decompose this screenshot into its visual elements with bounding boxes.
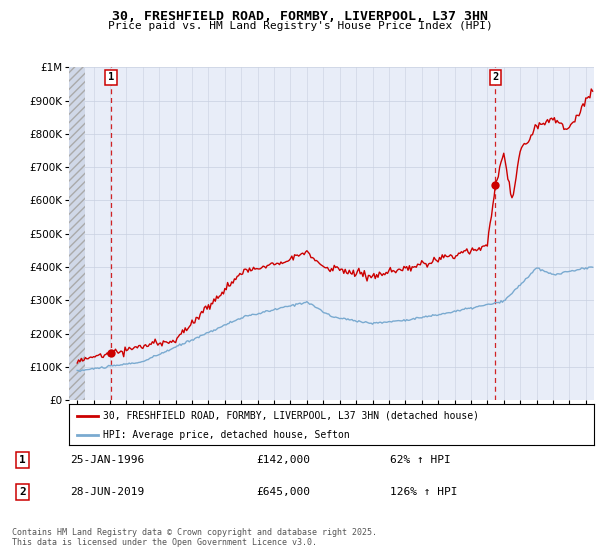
Bar (69, 67, 85, 400)
Text: Price paid vs. HM Land Registry's House Price Index (HPI): Price paid vs. HM Land Registry's House … (107, 21, 493, 31)
Text: 2: 2 (19, 487, 26, 497)
Text: HPI: Average price, detached house, Sefton: HPI: Average price, detached house, Seft… (103, 431, 350, 440)
Text: 2: 2 (492, 72, 499, 82)
Text: Contains HM Land Registry data © Crown copyright and database right 2025.
This d: Contains HM Land Registry data © Crown c… (12, 528, 377, 547)
Text: 28-JUN-2019: 28-JUN-2019 (70, 487, 145, 497)
Text: £142,000: £142,000 (256, 455, 310, 465)
Text: 25-JAN-1996: 25-JAN-1996 (70, 455, 145, 465)
Text: £645,000: £645,000 (256, 487, 310, 497)
Text: 1: 1 (108, 72, 114, 82)
Text: 30, FRESHFIELD ROAD, FORMBY, LIVERPOOL, L37 3HN: 30, FRESHFIELD ROAD, FORMBY, LIVERPOOL, … (112, 10, 488, 22)
Text: 30, FRESHFIELD ROAD, FORMBY, LIVERPOOL, L37 3HN (detached house): 30, FRESHFIELD ROAD, FORMBY, LIVERPOOL, … (103, 411, 479, 421)
Text: 126% ↑ HPI: 126% ↑ HPI (391, 487, 458, 497)
Text: 1: 1 (19, 455, 26, 465)
Text: 62% ↑ HPI: 62% ↑ HPI (391, 455, 451, 465)
